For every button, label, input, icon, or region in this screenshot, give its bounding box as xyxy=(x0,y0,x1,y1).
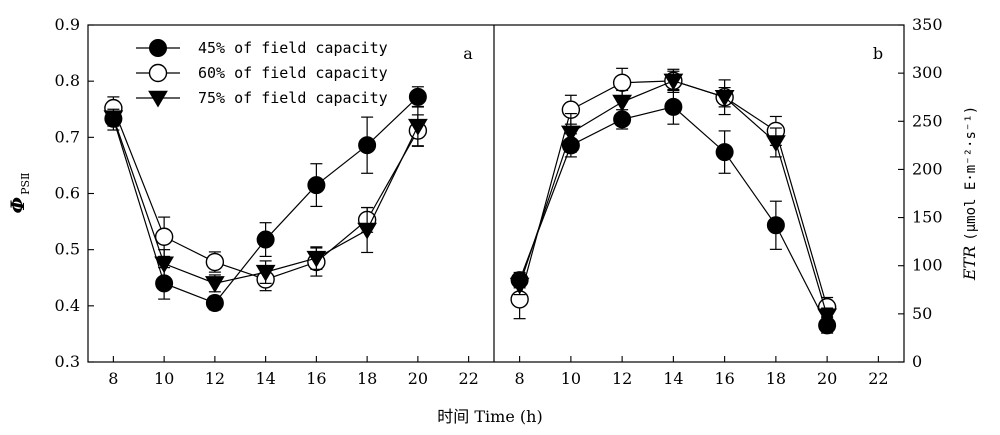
panel-a: 8 10 12 14 16 18 20 22 0.3 0.4 0.5 0.6 0.7 0.8 0.9 a ΦPS… xyxy=(7,15,479,388)
legend-label: 45% of field capacity xyxy=(198,39,388,57)
x-tick-label: 20 xyxy=(408,369,428,388)
legend-label: 75% of field capacity xyxy=(198,89,388,107)
data-point xyxy=(154,227,174,246)
y-tick-label: 200 xyxy=(912,159,943,178)
data-point xyxy=(509,277,530,295)
x-tick-label: 10 xyxy=(561,369,581,388)
data-point xyxy=(103,110,124,128)
y-tick-label: 0 xyxy=(912,352,922,371)
y-tick-label: 0.9 xyxy=(55,15,80,34)
x-tick-label: 8 xyxy=(515,369,525,388)
y-tick-label: 0.3 xyxy=(55,352,80,371)
y-tick-label: 250 xyxy=(912,111,943,130)
y-tick-label: 100 xyxy=(912,256,943,275)
x-tick-label: 12 xyxy=(612,369,632,388)
y-tick-label: 0.7 xyxy=(55,127,80,146)
panel-letter: b xyxy=(873,44,883,63)
series-3 xyxy=(509,70,837,326)
y-axis-title-a: ΦPSⅡ xyxy=(7,173,32,214)
panel-b: 8 10 12 14 16 18 20 22 0 50 100 150 200 250 300 350 b ETR… xyxy=(509,15,979,388)
data-point xyxy=(561,125,581,143)
data-point xyxy=(715,143,734,162)
data-point xyxy=(817,308,837,326)
y-tick-label: 0.4 xyxy=(55,296,80,315)
legend-marker xyxy=(149,39,167,57)
x-tick-label: 16 xyxy=(714,369,734,388)
x-tick-label: 22 xyxy=(458,369,478,388)
x-tick-label: 14 xyxy=(255,369,275,388)
x-tick-label: 8 xyxy=(108,369,118,388)
panel-letter: a xyxy=(463,44,473,63)
x-tick-label: 18 xyxy=(357,369,377,388)
data-point xyxy=(154,256,174,274)
data-point xyxy=(306,250,327,268)
x-tick-label: 10 xyxy=(154,369,174,388)
data-point xyxy=(205,294,224,313)
x-tick-label: 16 xyxy=(306,369,326,388)
legend-marker xyxy=(148,90,168,108)
x-axis-title: 时间 Time (h) xyxy=(437,407,542,426)
x-tick-label: 20 xyxy=(817,369,837,388)
y-tick-label: 0.5 xyxy=(55,240,80,259)
data-point xyxy=(612,94,632,112)
x-tick-label: 22 xyxy=(868,369,888,388)
y-tick-label: 300 xyxy=(912,63,943,82)
data-point xyxy=(766,135,786,153)
data-point xyxy=(256,230,275,249)
legend: 45% of field capacity 60% of field capaci… xyxy=(136,39,388,108)
data-point xyxy=(714,89,735,107)
legend-label: 60% of field capacity xyxy=(198,64,388,82)
data-point xyxy=(408,87,427,106)
legend-marker xyxy=(148,63,168,83)
y-tick-label: 150 xyxy=(912,208,943,227)
data-point xyxy=(358,136,377,155)
x-tick-label: 14 xyxy=(663,369,683,388)
data-point xyxy=(663,73,684,91)
data-point xyxy=(205,276,225,293)
y-tick-label: 50 xyxy=(912,304,932,323)
y-tick-label: 0.6 xyxy=(55,184,80,203)
data-point xyxy=(357,222,377,240)
y-axis-title-b: ETR (μmol E·m⁻²·s⁻¹) xyxy=(960,106,979,281)
data-point xyxy=(307,176,326,195)
y-tick-label: 0.8 xyxy=(55,71,80,90)
x-tick-label: 18 xyxy=(766,369,786,388)
data-point xyxy=(205,252,225,272)
series-1 xyxy=(510,88,837,335)
data-point xyxy=(612,73,632,92)
data-point xyxy=(664,97,683,116)
data-point xyxy=(255,264,276,282)
series-3 xyxy=(103,105,428,293)
data-point xyxy=(766,216,785,235)
y-tick-label: 350 xyxy=(912,15,943,34)
x-tick-label: 12 xyxy=(205,369,225,388)
data-point xyxy=(408,118,428,136)
